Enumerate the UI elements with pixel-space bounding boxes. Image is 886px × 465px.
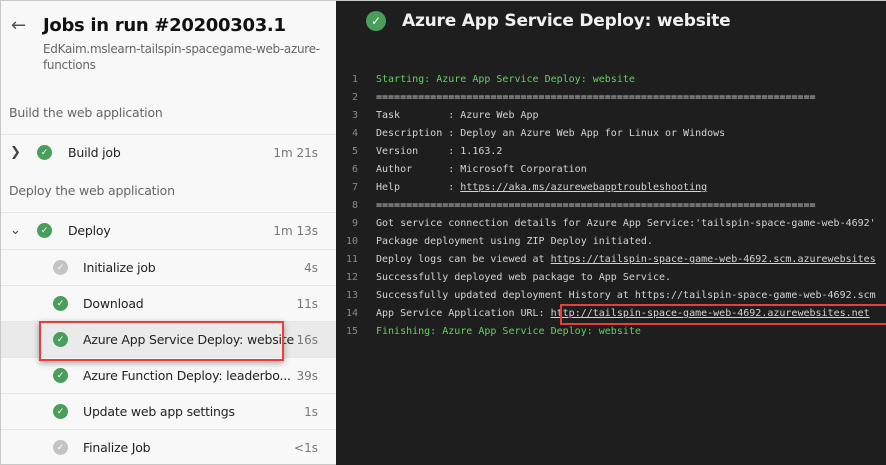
job-label: Deploy — [68, 223, 111, 238]
log-text: Successfully updated deployment History … — [376, 290, 876, 301]
line-number: 7 — [351, 182, 358, 193]
line-number: 15 — [345, 326, 358, 337]
highlight-box — [560, 304, 886, 325]
line-number: 6 — [351, 164, 358, 175]
line-number: 12 — [345, 272, 358, 283]
log-line: 10 Package deployment using ZIP Deploy in… — [336, 233, 876, 251]
job-duration: 1m 13s — [273, 223, 318, 238]
step-duration: 16s — [296, 332, 318, 347]
log-text: Finishing: Azure App Service Deploy: web… — [376, 326, 641, 337]
log-title: Azure App Service Deploy: website — [402, 11, 731, 31]
log-output: 1 Starting: Azure App Service Deploy: web… — [336, 71, 876, 341]
step-label: Initialize job — [83, 260, 156, 275]
line-number: 3 — [351, 110, 358, 121]
log-panel: ✓ Azure App Service Deploy: website 1 Sta… — [336, 0, 886, 465]
log-text: Author : Microsoft Corporation — [376, 164, 587, 175]
step-duration: 11s — [296, 296, 318, 311]
log-text: Deploy logs can be viewed at — [376, 254, 551, 265]
job-build[interactable]: ❯ ✓ Build job 1m 21s — [1, 134, 336, 170]
log-line: 9 Got service connection details for Azur… — [336, 215, 876, 233]
step-duration: 39s — [296, 368, 318, 383]
chevron-down-icon[interactable]: ⌄ — [10, 223, 21, 238]
line-number: 10 — [345, 236, 358, 247]
skipped-icon: ✓ — [53, 440, 68, 455]
log-text: App Service Application URL: — [376, 308, 551, 319]
step-label: Finalize Job — [83, 440, 151, 455]
log-line: 15 Finishing: Azure App Service Deploy: w… — [336, 323, 876, 341]
step-row[interactable]: ✓ Initialize job 4s — [1, 249, 336, 285]
job-duration: 1m 21s — [273, 145, 318, 160]
step-row[interactable]: ✓ Azure Function Deploy: leaderbo... 39s — [1, 357, 336, 393]
back-arrow-icon[interactable]: ← — [11, 15, 27, 36]
line-number: 13 — [345, 290, 358, 301]
line-number: 1 — [351, 74, 358, 85]
log-line: 12 Successfully deployed web package to A… — [336, 269, 876, 287]
success-icon: ✓ — [366, 11, 386, 31]
chevron-right-icon[interactable]: ❯ — [10, 145, 21, 160]
success-icon: ✓ — [37, 145, 52, 160]
log-text: Got service connection details for Azure… — [376, 218, 876, 229]
step-label: Download — [83, 296, 144, 311]
success-icon: ✓ — [53, 332, 68, 347]
log-line: 4 Description : Deploy an Azure Web App f… — [336, 125, 876, 143]
success-icon: ✓ — [53, 296, 68, 311]
job-deploy[interactable]: ⌄ ✓ Deploy 1m 13s — [1, 212, 336, 248]
log-line: 3 Task : Azure Web App — [336, 107, 876, 125]
step-label: Update web app settings — [83, 404, 235, 419]
success-icon: ✓ — [53, 404, 68, 419]
log-line: 5 Version : 1.163.2 — [336, 143, 876, 161]
step-row[interactable]: ✓ Update web app settings 1s — [1, 393, 336, 429]
log-text: ========================================… — [376, 92, 816, 103]
step-row[interactable]: ✓ Finalize Job <1s — [1, 429, 336, 465]
log-link[interactable]: https://tailspin-space-game-web-4692.scm… — [550, 254, 876, 265]
line-number: 2 — [351, 92, 358, 103]
line-number: 11 — [345, 254, 358, 265]
line-number: 4 — [351, 128, 358, 139]
stage-label: Deploy the web application — [9, 183, 175, 198]
log-line: 13 Successfully updated deployment Histor… — [336, 287, 876, 305]
log-text: Task : Azure Web App — [376, 110, 539, 121]
step-row[interactable]: ✓ Download 11s — [1, 285, 336, 321]
success-icon: ✓ — [37, 223, 52, 238]
skipped-icon: ✓ — [53, 260, 68, 275]
line-number: 8 — [351, 200, 358, 211]
job-label: Build job — [68, 145, 121, 160]
step-label: Azure Function Deploy: leaderbo... — [83, 368, 291, 383]
log-link[interactable]: http://tailspin-space-game-web-4692.azur… — [550, 308, 870, 319]
line-number: 14 — [345, 308, 358, 319]
jobs-panel: ← Jobs in run #20200303.1 EdKaim.mslearn… — [0, 0, 336, 465]
stage-label: Build the web application — [9, 105, 163, 120]
step-duration: 4s — [304, 260, 318, 275]
log-link[interactable]: https://aka.ms/azurewebapptroubleshootin… — [460, 182, 708, 193]
log-text: ========================================… — [376, 200, 816, 211]
line-number: 5 — [351, 146, 358, 157]
log-text: Package deployment using ZIP Deploy init… — [376, 236, 653, 247]
step-duration: <1s — [294, 440, 318, 455]
log-text: Version : 1.163.2 — [376, 146, 503, 157]
page-title: Jobs in run #20200303.1 — [43, 15, 286, 36]
log-line: 7 Help : https://aka.ms/azurewebapptroubl… — [336, 179, 876, 197]
success-icon: ✓ — [53, 368, 68, 383]
line-number: 9 — [351, 218, 358, 229]
step-label: Azure App Service Deploy: website — [83, 332, 294, 347]
log-text: Help : — [376, 182, 461, 193]
highlight-box — [39, 321, 284, 361]
log-text: Description : Deploy an Azure Web App fo… — [376, 128, 726, 139]
log-line: 14 App Service Application URL: http://ta… — [336, 305, 876, 323]
log-line: 8 =======================================… — [336, 197, 876, 215]
pipeline-name: EdKaim.mslearn-tailspin-spacegame-web-az… — [43, 42, 320, 72]
log-line: 2 =======================================… — [336, 89, 876, 107]
log-text: Starting: Azure App Service Deploy: webs… — [376, 74, 635, 85]
log-line: 6 Author : Microsoft Corporation — [336, 161, 876, 179]
log-line: 1 Starting: Azure App Service Deploy: web… — [336, 71, 876, 89]
log-line: 11 Deploy logs can be viewed at https://t… — [336, 251, 876, 269]
step-duration: 1s — [304, 404, 318, 419]
step-row[interactable]: ✓ Azure App Service Deploy: website 16s — [1, 321, 336, 357]
log-text: Successfully deployed web package to App… — [376, 272, 672, 283]
